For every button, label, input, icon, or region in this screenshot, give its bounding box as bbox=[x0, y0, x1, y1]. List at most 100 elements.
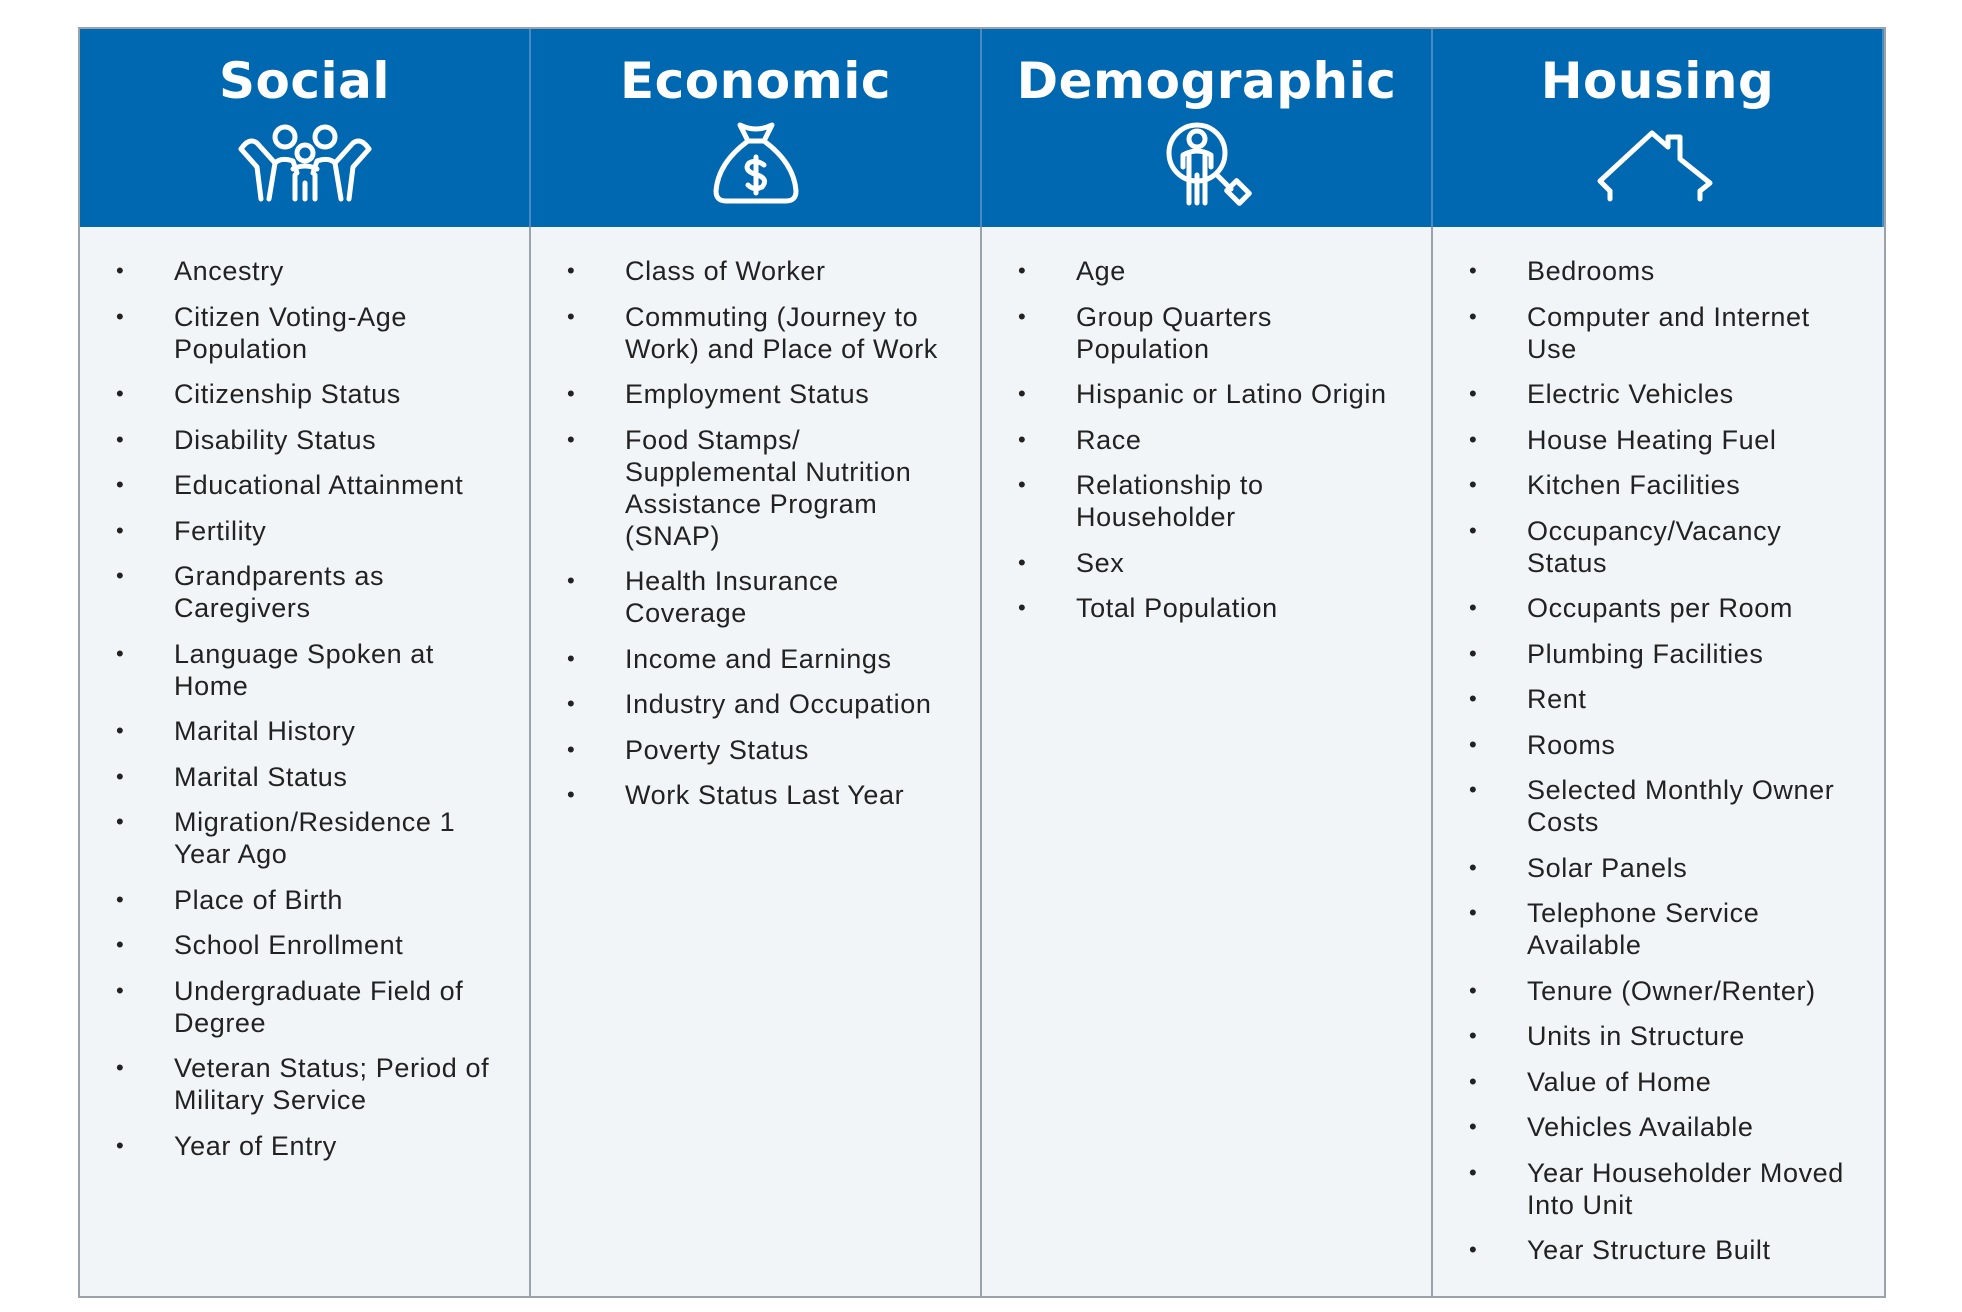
bullet-icon: • bbox=[1469, 517, 1478, 543]
housing-column: • Bedrooms • Computer and Internet Use • Elec… bbox=[1433, 227, 1884, 1296]
economic-title: Economic bbox=[620, 52, 891, 110]
bullet-icon: • bbox=[1018, 426, 1027, 452]
social-list: • Ancestry • Citizen Voting-Age Population •… bbox=[116, 255, 509, 1162]
list-item: • Health Insurance Coverage bbox=[567, 565, 960, 629]
housing-title: Housing bbox=[1540, 52, 1775, 110]
list-item: • Race bbox=[1018, 424, 1411, 456]
list-item: • Place of Birth bbox=[116, 884, 509, 916]
list-item: • Marital Status bbox=[116, 761, 509, 793]
bullet-icon: • bbox=[116, 640, 125, 666]
list-item: • Total Population bbox=[1018, 592, 1411, 624]
social-header: Social bbox=[80, 29, 531, 227]
list-item-label: Work Status Last Year bbox=[625, 780, 905, 810]
list-item-label: Occupants per Room bbox=[1527, 593, 1793, 623]
bullet-icon: • bbox=[1018, 549, 1027, 575]
list-item: • House Heating Fuel bbox=[1469, 424, 1864, 456]
list-item-label: Rooms bbox=[1527, 729, 1616, 760]
list-item-label: Class of Worker bbox=[625, 256, 826, 286]
list-item: • Electric Vehicles bbox=[1469, 378, 1864, 410]
demographic-title: Demographic bbox=[1016, 52, 1397, 110]
list-item-label: Citizen Voting-Age Population bbox=[174, 301, 407, 364]
bullet-icon: • bbox=[116, 886, 125, 912]
list-item-label: Occupancy/Vacancy Status bbox=[1527, 515, 1782, 578]
list-item: • Language Spoken at Home bbox=[116, 638, 509, 702]
demographic-column: • Age • Group Quarters Population • Hispanic … bbox=[982, 227, 1433, 1296]
money-bag-icon bbox=[686, 119, 826, 207]
bullet-icon: • bbox=[567, 303, 576, 329]
bullet-icon: • bbox=[1018, 472, 1027, 497]
list-item-label: Health Insurance Coverage bbox=[625, 566, 839, 628]
housing-header: Housing bbox=[1433, 29, 1884, 227]
bullet-icon: • bbox=[1469, 777, 1478, 802]
list-item: • Income and Earnings bbox=[567, 643, 960, 675]
bullet-icon: • bbox=[116, 563, 125, 588]
list-item: • Occupants per Room bbox=[1469, 592, 1864, 624]
list-item-label: Total Population bbox=[1076, 593, 1278, 623]
bullet-icon: • bbox=[567, 736, 576, 762]
bullet-icon: • bbox=[116, 1132, 125, 1158]
list-item: • Units in Structure bbox=[1469, 1020, 1864, 1052]
bullet-icon: • bbox=[1469, 1114, 1478, 1139]
list-item: • Age bbox=[1018, 255, 1411, 287]
list-item: • Year Structure Built bbox=[1469, 1234, 1864, 1266]
list-item: • Citizen Voting-Age Population bbox=[116, 301, 509, 365]
list-item-label: Telephone Service Available bbox=[1527, 898, 1760, 960]
list-item-label: Group Quarters Population bbox=[1076, 301, 1272, 364]
economic-header: Economic bbox=[531, 29, 982, 227]
bullet-icon: • bbox=[116, 809, 125, 834]
demographic-list: • Age • Group Quarters Population • Hispanic … bbox=[1018, 255, 1411, 624]
list-item-label: Age bbox=[1076, 256, 1126, 286]
bullet-icon: • bbox=[1469, 686, 1478, 711]
list-item: • Kitchen Facilities bbox=[1469, 469, 1864, 501]
housing-list: • Bedrooms • Computer and Internet Use • Elec… bbox=[1469, 255, 1864, 1266]
list-item-label: Migration/Residence 1 Year Ago bbox=[174, 807, 456, 869]
list-item: • Year of Entry bbox=[116, 1130, 509, 1162]
list-item: • Group Quarters Population bbox=[1018, 301, 1411, 365]
list-item: • Rent bbox=[1469, 683, 1864, 715]
list-item-label: Rent bbox=[1527, 684, 1587, 714]
list-item-label: Grandparents as Caregivers bbox=[174, 561, 385, 623]
list-item: • Food Stamps/ Supplemental Nutrition Ass… bbox=[567, 424, 960, 552]
economic-column: • Class of Worker • Commuting (Journey to W… bbox=[531, 227, 982, 1296]
bullet-icon: • bbox=[1469, 303, 1478, 329]
list-item-label: Year of Entry bbox=[174, 1130, 337, 1161]
list-item-label: Educational Attainment bbox=[174, 470, 464, 500]
list-item-label: Ancestry bbox=[174, 256, 284, 286]
social-column: • Ancestry • Citizen Voting-Age Population •… bbox=[80, 227, 531, 1296]
list-item-label: Food Stamps/ Supplemental Nutrition Assi… bbox=[625, 424, 912, 551]
bullet-icon: • bbox=[567, 381, 576, 406]
bullet-icon: • bbox=[116, 303, 125, 329]
list-item-label: Year Householder Moved Into Unit bbox=[1527, 1157, 1844, 1220]
list-item-label: Industry and Occupation bbox=[625, 689, 932, 719]
list-item: • School Enrollment bbox=[116, 929, 509, 961]
list-item-label: House Heating Fuel bbox=[1527, 424, 1777, 455]
bullet-icon: • bbox=[1469, 1023, 1478, 1048]
list-item: • Year Householder Moved Into Unit bbox=[1469, 1157, 1864, 1221]
bullet-icon: • bbox=[116, 381, 125, 406]
list-item-label: Sex bbox=[1076, 547, 1125, 578]
bullet-icon: • bbox=[1469, 731, 1478, 757]
bullet-icon: • bbox=[1469, 472, 1478, 497]
list-item: • Occupancy/Vacancy Status bbox=[1469, 515, 1864, 579]
list-item: • Disability Status bbox=[116, 424, 509, 456]
list-item: • Sex bbox=[1018, 547, 1411, 579]
list-item-label: Language Spoken at Home bbox=[174, 638, 435, 701]
list-item-label: Disability Status bbox=[174, 424, 377, 455]
list-item: • Computer and Internet Use bbox=[1469, 301, 1864, 365]
bullet-icon: • bbox=[567, 691, 576, 716]
list-item-label: Computer and Internet Use bbox=[1527, 301, 1810, 364]
list-item-label: Tenure (Owner/Renter) bbox=[1527, 975, 1816, 1006]
bullet-icon: • bbox=[116, 718, 125, 743]
bullet-icon: • bbox=[116, 932, 125, 957]
list-item-label: Commuting (Journey to Work) and Place of… bbox=[625, 301, 938, 364]
list-item-label: Hispanic or Latino Origin bbox=[1076, 379, 1387, 409]
bullet-icon: • bbox=[116, 472, 125, 497]
bullet-icon: • bbox=[1469, 595, 1478, 620]
list-item-label: Undergraduate Field of Degree bbox=[174, 975, 464, 1038]
list-item: • Ancestry bbox=[116, 255, 509, 287]
bullet-icon: • bbox=[567, 568, 576, 593]
bullet-icon: • bbox=[567, 426, 576, 452]
list-item-label: School Enrollment bbox=[174, 930, 404, 960]
bullet-icon: • bbox=[1018, 303, 1027, 329]
list-item: • Rooms bbox=[1469, 729, 1864, 761]
